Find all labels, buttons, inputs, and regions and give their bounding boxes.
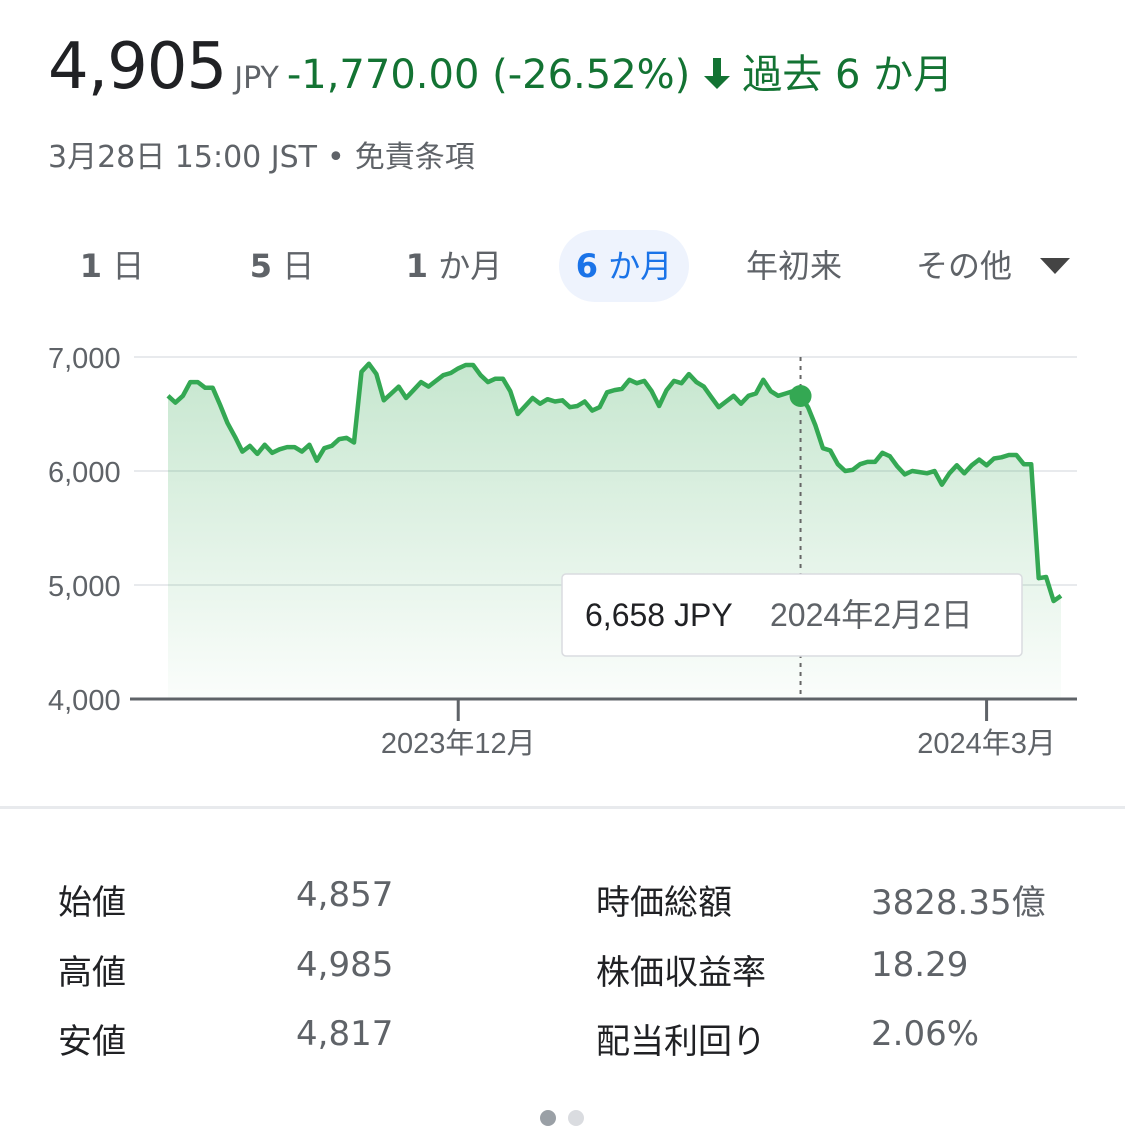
tab-6-months[interactable]: 6 か月 — [559, 230, 689, 302]
arrow-down-icon — [700, 56, 734, 94]
chart-tooltip: 6,658 JPY 2024年2月2日 — [561, 573, 1023, 657]
stat-label-pe-ratio: 株価収益率 — [596, 953, 766, 993]
price-change: -1,770.00 (-26.52%) — [286, 52, 691, 98]
quote-subline: 3月28日 15:00 JST • 免責条項 — [48, 132, 475, 176]
currency-label: JPY — [234, 61, 279, 96]
stat-value-market-cap: 3828.35億 — [871, 883, 1046, 923]
current-price: 4,905 — [48, 30, 227, 104]
quote-timestamp: 3月28日 15:00 JST — [48, 140, 318, 175]
pager-dot[interactable] — [568, 1110, 584, 1126]
x-tick-label: 2023年12月 — [381, 727, 536, 760]
y-tick-label: 6,000 — [48, 457, 121, 489]
hover-point — [789, 384, 812, 407]
chevron-down-icon[interactable] — [1040, 258, 1070, 274]
y-tick-label: 4,000 — [48, 685, 121, 717]
section-divider — [0, 806, 1125, 809]
tab-1-day[interactable]: 1 日 — [79, 247, 145, 285]
pager-dot-active[interactable] — [540, 1110, 556, 1126]
stat-label-open: 始値 — [58, 883, 126, 923]
quote-header: 4,905 JPY -1,770.00 (-26.52%) 過去 6 か月 — [48, 30, 953, 104]
tab-ytd[interactable]: 年初来 — [745, 247, 842, 285]
stat-label-dividend-yield: 配当利回り — [596, 1022, 766, 1062]
price-line — [166, 361, 1063, 604]
tab-more[interactable]: その他 — [915, 247, 1012, 285]
period-label: 過去 6 か月 — [742, 52, 954, 98]
price-chart[interactable]: 7,000 6,000 5,000 4,000 2023年12月 2024年3月 6,6… — [0, 330, 1125, 780]
stat-label-market-cap: 時価総額 — [596, 883, 732, 923]
stat-value-low: 4,817 — [296, 1014, 394, 1054]
stat-value-high: 4,985 — [296, 945, 394, 985]
range-tabs: 1 日 5 日 1 か月 6 か月 年初来 その他 — [0, 230, 1125, 302]
separator-dot: • — [327, 140, 345, 175]
x-tick-label: 2024年3月 — [917, 727, 1056, 760]
stat-value-dividend-yield: 2.06% — [871, 1014, 980, 1054]
stat-value-pe-ratio: 18.29 — [871, 945, 969, 985]
tab-1-month[interactable]: 1 か月 — [405, 247, 503, 285]
y-tick-label: 7,000 — [48, 343, 121, 375]
tab-5-days[interactable]: 5 日 — [249, 247, 315, 285]
disclaimer-link[interactable]: 免責条項 — [354, 140, 475, 175]
y-tick-label: 5,000 — [48, 571, 121, 603]
tooltip-date: 2024年2月2日 — [770, 597, 973, 633]
stat-label-high: 高値 — [58, 953, 126, 993]
stat-value-open: 4,857 — [296, 875, 394, 915]
tooltip-value: 6,658 JPY — [585, 597, 733, 633]
stat-label-low: 安値 — [58, 1022, 126, 1062]
